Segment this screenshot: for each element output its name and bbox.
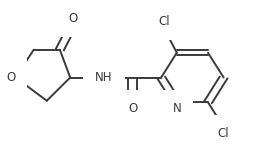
Text: Cl: Cl [218, 127, 229, 140]
Text: O: O [128, 102, 137, 115]
Text: O: O [68, 12, 77, 25]
Text: Cl: Cl [158, 15, 170, 28]
Text: N: N [172, 102, 181, 115]
Text: O: O [6, 71, 16, 84]
Text: NH: NH [95, 71, 113, 84]
